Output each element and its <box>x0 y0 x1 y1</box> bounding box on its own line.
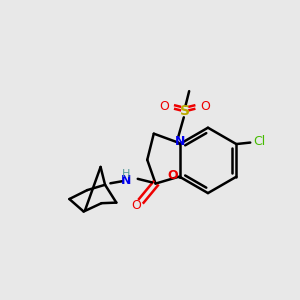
Text: S: S <box>180 104 190 118</box>
Text: Cl: Cl <box>253 136 265 148</box>
Text: H: H <box>122 169 130 179</box>
Text: N: N <box>121 174 131 187</box>
Text: O: O <box>159 100 169 113</box>
Text: N: N <box>175 135 186 148</box>
Text: O: O <box>131 199 141 212</box>
Text: O: O <box>201 100 210 113</box>
Text: O: O <box>167 169 178 182</box>
